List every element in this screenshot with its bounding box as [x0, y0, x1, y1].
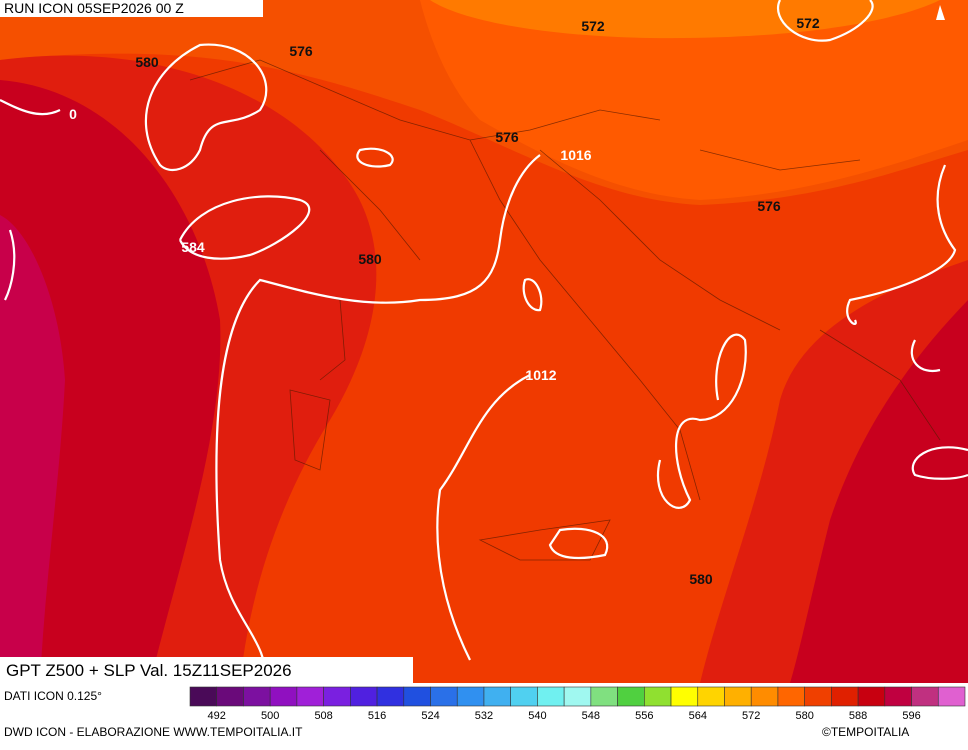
color-swatch [911, 686, 939, 707]
color-swatch [216, 686, 244, 707]
color-swatch [937, 686, 966, 707]
color-swatch [590, 686, 618, 707]
color-swatch [857, 686, 886, 707]
color-swatch [670, 686, 699, 707]
run-label: RUN ICON 05SEP2026 00 Z [4, 0, 184, 16]
contour-label: 572 [796, 15, 820, 31]
contour-label: 1012 [525, 367, 556, 383]
color-swatch [510, 686, 538, 707]
color-swatch [189, 686, 218, 707]
map-title: GPT Z500 + SLP Val. 15Z11SEP2026 [6, 661, 292, 680]
legend-tick-label: 588 [849, 710, 867, 722]
color-swatch [483, 686, 511, 707]
legend-tick-label: 580 [795, 710, 813, 722]
contour-label: 0 [69, 106, 77, 122]
copyright: ©TEMPOITALIA [822, 725, 909, 739]
legend: DATI ICON 0.125° 492 500 508 516 524 532 540 54… [4, 686, 966, 722]
legend-tick-label: 508 [314, 710, 332, 722]
legend-tick-label: 492 [208, 710, 226, 722]
legend-tick-label: 596 [902, 710, 920, 722]
legend-tick-label: 572 [742, 710, 760, 722]
data-source: DATI ICON 0.125° [4, 689, 102, 703]
legend-tick-label: 540 [528, 710, 546, 722]
color-swatch [750, 686, 779, 707]
contour-label: 1016 [560, 147, 591, 163]
color-swatch [350, 686, 378, 707]
color-swatch [430, 686, 458, 707]
contour-label: 572 [581, 18, 605, 34]
legend-tick-label: 548 [582, 710, 600, 722]
contour-label: 576 [757, 198, 781, 214]
contour-label: 580 [358, 251, 382, 267]
contour-labels: 580 576 572 572 576 1016 576 584 580 101… [69, 15, 820, 587]
legend-tick-label: 500 [261, 710, 279, 722]
contour-label: 580 [689, 571, 713, 587]
color-swatch [376, 686, 405, 707]
credit: DWD ICON - ELABORAZIONE WWW.TEMPOITALIA.… [4, 725, 303, 739]
contour-label: 576 [495, 129, 519, 145]
color-swatch [323, 686, 351, 707]
color-swatch [777, 686, 805, 707]
contour-label: 580 [135, 54, 159, 70]
color-swatch [537, 686, 565, 707]
color-swatch [697, 686, 725, 707]
color-swatch [831, 686, 859, 707]
color-swatch [617, 686, 645, 707]
legend-tick-label: 556 [635, 710, 653, 722]
color-swatch [269, 686, 298, 707]
color-swatch [296, 686, 324, 707]
legend-tick-label: 532 [475, 710, 493, 722]
color-swatch [403, 686, 431, 707]
color-swatch [804, 686, 832, 707]
color-swatch [456, 686, 485, 707]
color-swatch [644, 686, 672, 707]
color-swatch [884, 686, 912, 707]
map: 580 576 572 572 576 1016 576 584 580 101… [0, 0, 968, 684]
legend-tick-label: 564 [689, 710, 707, 722]
color-swatch [724, 686, 752, 707]
contour-label: 576 [289, 43, 313, 59]
color-swatch [243, 686, 271, 707]
color-swatch [563, 686, 592, 707]
legend-tick-label: 516 [368, 710, 386, 722]
contour-label: 584 [181, 239, 205, 255]
legend-tick-label: 524 [421, 710, 439, 722]
